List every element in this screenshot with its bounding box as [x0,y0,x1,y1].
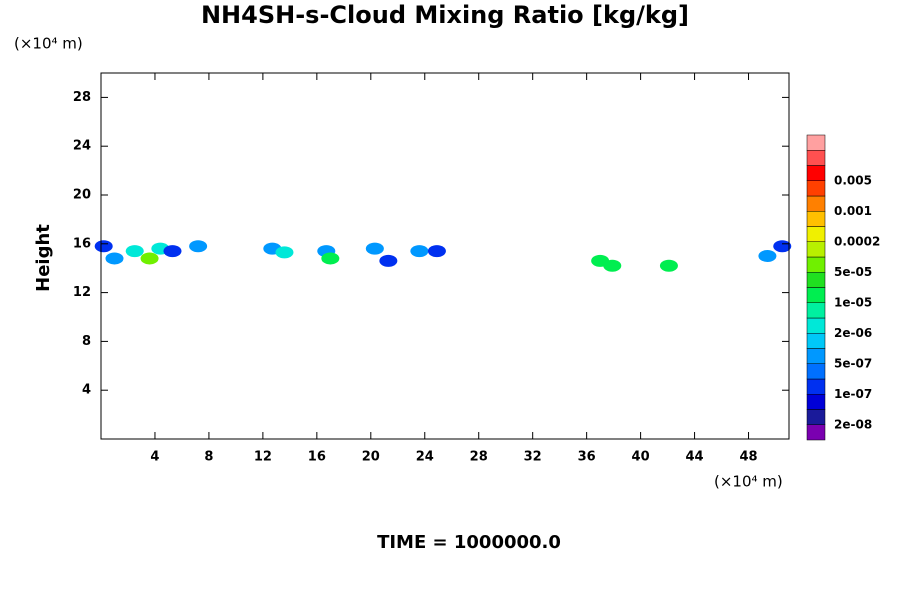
y-unit-label: (×10⁴ m) [14,35,83,53]
colorbar-box [806,348,826,364]
colorbar-box [806,165,826,181]
cloud-cell [365,242,384,255]
x-tick-label: 12 [254,450,272,465]
colorbar-label: 1e-07 [834,387,872,401]
y-tick-label: 16 [73,236,91,251]
cloud-cell [105,252,124,265]
cloud-cell [189,240,208,253]
x-tick-label: 16 [308,450,326,465]
y-tick-label: 12 [73,285,91,300]
colorbar-label: 5e-05 [834,265,872,279]
colorbar-box [806,150,826,166]
colorbar-box [806,195,826,212]
y-axis-label: Height [33,224,54,292]
colorbar-label: 2e-08 [834,417,872,431]
y-tick-label: 20 [73,188,91,203]
x-unit-label: (×10⁴ m) [714,473,783,491]
x-tick-label: 24 [416,450,434,465]
x-tick-label: 4 [150,450,159,465]
x-tick-label: 40 [632,450,650,465]
x-tick-label: 44 [686,450,704,465]
x-tick-label: 28 [470,450,488,465]
colorbar-box [806,302,826,319]
colorbar-box [806,424,826,441]
x-tick-label: 20 [362,450,380,465]
x-tick-label: 8 [204,450,213,465]
colorbar-box [806,409,826,425]
chart-title: NH4SH-s-Cloud Mixing Ratio [kg/kg] [201,1,689,29]
colorbar-box [806,317,826,334]
cloud-cell [163,245,182,258]
colorbar-box [806,134,826,151]
colorbar-box [806,394,826,410]
colorbar-box [806,363,826,380]
y-tick-label: 4 [82,383,91,398]
footer: TIME = 1000000.0 [377,532,561,553]
x-tick-label: 48 [739,450,757,465]
cloud-cell [321,252,340,265]
y-tick-label: 28 [73,90,91,105]
cloud-cell [427,245,446,258]
cloud-cell [379,254,398,267]
x-tick-label: 32 [524,450,542,465]
cloud-cell [275,246,294,259]
colorbar-box [806,211,826,227]
cloud-cell [758,250,777,262]
cloud-cell [410,245,429,258]
cloud-cell [140,252,159,265]
colorbar-box [806,287,826,303]
colorbar-box [806,241,826,258]
colorbar-box [806,180,826,197]
colorbar-label: 0.0002 [834,234,880,248]
colorbar-box [806,256,826,273]
cloud-cell [773,240,792,253]
colorbar-box [806,378,826,395]
cloud-cell [125,245,144,258]
cloud-cell [94,240,113,253]
colorbar-box [806,226,826,242]
plot-frame [100,72,790,440]
colorbar-label: 0.005 [834,173,872,187]
colorbar-box [806,272,826,288]
colorbar-label: 2e-06 [834,326,872,340]
y-tick-label: 8 [82,334,91,349]
colorbar-label: 0.001 [834,204,872,218]
cloud-cell [603,259,622,272]
colorbar-label: 1e-05 [834,295,872,309]
colorbar-label: 5e-07 [834,356,872,370]
x-tick-label: 36 [578,450,596,465]
colorbar-box [806,333,826,349]
cloud-cell [659,259,678,272]
y-tick-label: 24 [73,139,91,154]
